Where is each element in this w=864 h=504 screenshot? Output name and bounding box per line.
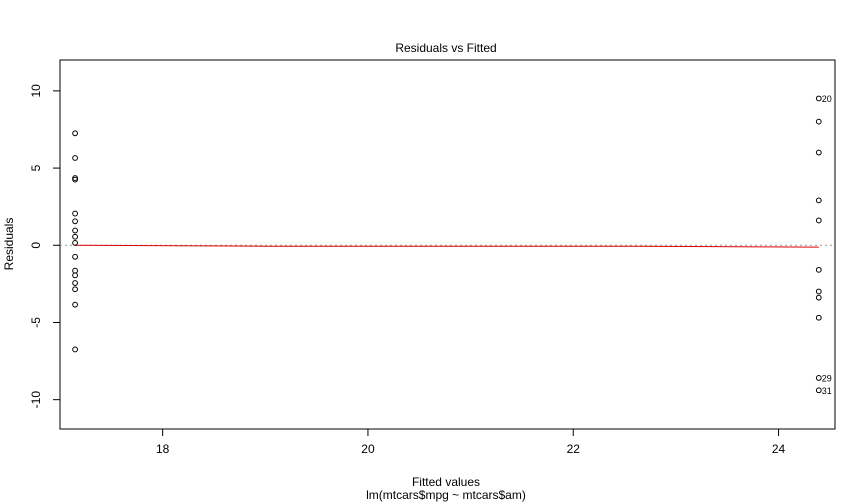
plot-frame (59, 59, 836, 430)
data-point (815, 197, 822, 204)
data-point (72, 272, 78, 279)
point-label: 31 (822, 386, 832, 396)
data-point (72, 301, 78, 308)
y-tick-label: -10 (29, 391, 43, 409)
x-axis: 18 20 22 24 (156, 429, 786, 456)
data-point (72, 227, 78, 234)
data-point (72, 346, 78, 353)
y-tick-label: 10 (29, 84, 43, 98)
sub-caption: lm(mtcars$mpg ~ mtcars$am) (366, 488, 526, 502)
y-tick-label: -5 (29, 317, 43, 328)
point-label: 29 (822, 373, 832, 383)
data-point (815, 387, 822, 394)
y-axis-label: Residuals (2, 218, 16, 271)
y-axis: -10 -5 0 5 10 (29, 84, 60, 408)
chart-title: Residuals vs Fitted (395, 41, 496, 55)
data-point (72, 210, 78, 217)
data-point (815, 314, 822, 321)
data-point (72, 130, 78, 137)
data-point (815, 149, 822, 156)
data-point (815, 375, 822, 381)
data-point (72, 155, 78, 161)
x-axis-label: Fitted values (412, 475, 480, 489)
x-tick-label: 24 (772, 442, 786, 456)
data-point (72, 240, 78, 246)
point-label: 20 (822, 94, 832, 104)
data-point (72, 267, 78, 274)
x-tick-label: 20 (361, 442, 375, 456)
y-tick-label: 5 (29, 164, 43, 171)
data-point (815, 95, 822, 102)
point-labels: 20 29 31 (822, 94, 832, 396)
smoother-line (75, 244, 819, 248)
data-point (815, 288, 822, 295)
data-point (815, 118, 822, 125)
x-tick-label: 18 (156, 442, 170, 456)
data-point (72, 218, 78, 225)
data-point (72, 176, 78, 183)
data-points (72, 95, 822, 394)
data-point (72, 253, 78, 260)
y-tick-label: 0 (29, 242, 43, 249)
data-point (72, 280, 78, 286)
data-point (815, 266, 822, 273)
x-tick-label: 22 (567, 442, 581, 456)
data-point (72, 233, 78, 240)
data-point (815, 217, 822, 224)
data-point (815, 294, 822, 301)
data-point (72, 286, 78, 293)
